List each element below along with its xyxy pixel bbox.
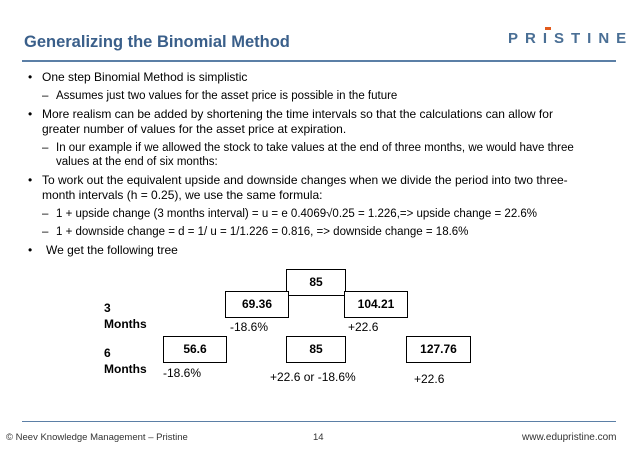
pristine-logo: PRISTINE xyxy=(508,30,633,47)
footer-copyright: © Neev Knowledge Management – Pristine xyxy=(6,432,188,443)
node-3m-down: 69.36 xyxy=(225,291,289,318)
bullet-1-text: One step Binomial Method is simplistic xyxy=(42,70,248,84)
dash-marker: – xyxy=(42,208,49,220)
bullet-2-line-2: greater number of values for the asset p… xyxy=(42,122,347,136)
row-label-6-months: 6 Months xyxy=(104,345,147,377)
bullet-3-sub-1: 1 + upside change (3 months interval) = … xyxy=(56,208,538,220)
page-number: 14 xyxy=(313,432,324,443)
logo-text-2: STINE xyxy=(554,30,634,47)
row-label-6-unit: Months xyxy=(104,362,147,376)
dash-marker: – xyxy=(42,142,49,154)
bullet-2-sub-line-2: values at the end of six months: xyxy=(56,156,218,168)
dash-marker: – xyxy=(42,90,49,102)
footer-divider xyxy=(22,421,616,422)
node-root: 85 xyxy=(286,269,346,296)
header-divider xyxy=(22,60,616,62)
label-6m-up: +22.6 xyxy=(414,372,445,386)
label-6m-down: -18.6% xyxy=(163,366,202,380)
bullet-2-line-1: More realism can be added by shortening … xyxy=(42,107,553,121)
logo-text-i: I xyxy=(542,30,555,47)
dash-marker: – xyxy=(42,226,49,238)
row-label-3: 3 xyxy=(104,301,111,315)
bullet-marker: • xyxy=(28,107,33,121)
bullet-3-sub-2: 1 + downside change = d = 1/ u = 1/1.226… xyxy=(56,226,469,238)
node-6m-mid: 85 xyxy=(286,336,346,363)
label-6m-mid: +22.6 or -18.6% xyxy=(270,370,356,384)
row-label-3-unit: Months xyxy=(104,317,147,331)
bullet-3-line-1: To work out the equivalent upside and do… xyxy=(42,173,568,187)
logo-text-1: PR xyxy=(508,30,543,47)
footer-website: www.edupristine.com xyxy=(522,432,617,443)
bullet-marker: • xyxy=(28,173,33,187)
node-3m-up: 104.21 xyxy=(344,291,408,318)
label-3m-up: +22.6 xyxy=(348,320,379,334)
row-label-3-months: 3 Months xyxy=(104,300,147,332)
bullet-marker: • xyxy=(28,243,33,257)
bullet-3-line-2: month intervals (h = 0.25), we use the s… xyxy=(42,188,323,202)
row-label-6: 6 xyxy=(104,346,111,360)
page-title: Generalizing the Binomial Method xyxy=(24,33,290,51)
label-3m-down: -18.6% xyxy=(230,320,269,334)
node-6m-up: 127.76 xyxy=(406,336,471,363)
bullet-marker: • xyxy=(28,70,33,84)
node-6m-down: 56.6 xyxy=(163,336,227,363)
bullet-2-sub-line-1: In our example if we allowed the stock t… xyxy=(56,142,574,154)
bullet-1-sub-text: Assumes just two values for the asset pr… xyxy=(56,90,398,102)
bullet-4-text: We get the following tree xyxy=(46,243,178,257)
